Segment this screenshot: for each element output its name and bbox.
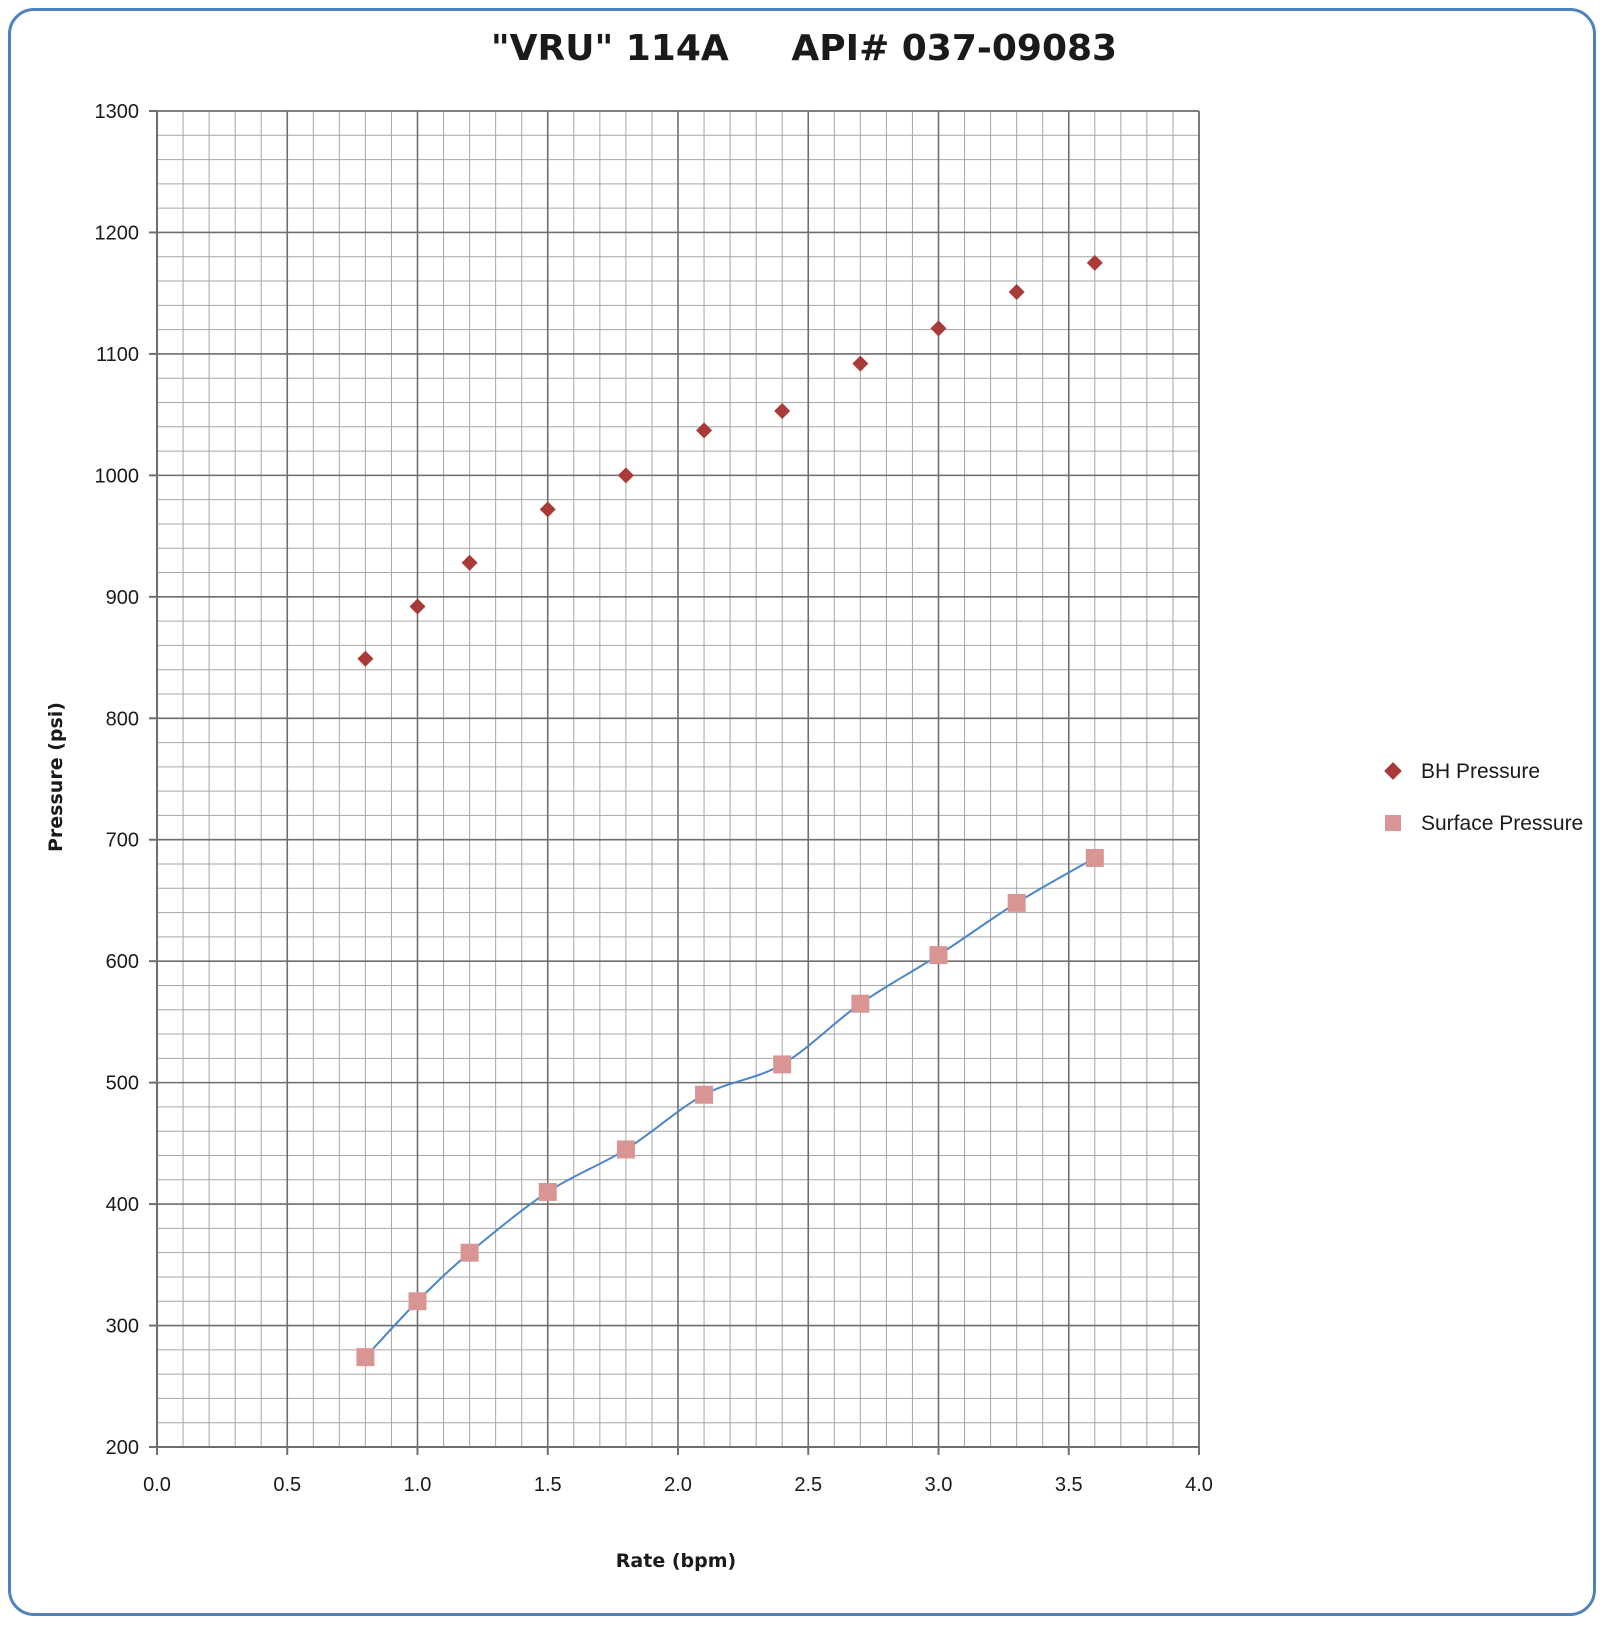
bh-pressure-point xyxy=(1008,283,1025,300)
y-tick-label: 400 xyxy=(106,1194,139,1216)
x-tick-label: 0.0 xyxy=(143,1474,171,1496)
x-tick-label: 1.5 xyxy=(534,1474,562,1496)
y-axis-label: Pressure (psi) xyxy=(45,702,67,852)
x-tick-label: 0.5 xyxy=(273,1474,301,1496)
x-tick-label: 2.0 xyxy=(664,1474,692,1496)
legend-label-bh-pressure: BH Pressure xyxy=(1421,760,1541,783)
bh-pressure-point xyxy=(461,554,478,571)
y-tick-label: 200 xyxy=(106,1437,139,1459)
y-tick-label: 800 xyxy=(106,708,139,730)
y-tick-label: 500 xyxy=(106,1073,139,1095)
bh-pressure-point xyxy=(409,598,426,615)
y-tick-label: 1300 xyxy=(95,101,140,123)
y-tick-label: 1000 xyxy=(95,465,140,487)
y-tick-label: 1100 xyxy=(96,344,139,366)
bh-pressure-point xyxy=(617,467,634,484)
bh-pressure-point xyxy=(696,422,713,439)
bh-pressure-point xyxy=(1086,254,1103,271)
chart-title: "VRU" 114A API# 037-09083 xyxy=(490,28,1118,69)
surface-pressure-point xyxy=(695,1085,714,1104)
surface-pressure-point xyxy=(460,1243,479,1262)
x-tick-labels: 0.0 0.5 1.0 1.5 2.0 2.5 3.0 3.5 4.0 xyxy=(143,1447,1213,1496)
y-tick-labels: 200 300 400 500 600 700 800 900 1000 1100 1200 1300 xyxy=(95,101,157,1459)
surface-pressure-point xyxy=(851,994,870,1013)
y-tick-label: 700 xyxy=(106,830,139,852)
y-tick-label: 300 xyxy=(106,1316,139,1338)
x-tick-label: 2.5 xyxy=(794,1474,822,1496)
legend-label-surface-pressure: Surface Pressure xyxy=(1421,812,1584,835)
x-tick-label: 3.0 xyxy=(925,1474,953,1496)
x-axis-label: Rate (bpm) xyxy=(616,1550,736,1572)
data-marks xyxy=(356,254,1104,1367)
bh-pressure-point xyxy=(774,402,791,419)
x-tick-label: 4.0 xyxy=(1185,1474,1213,1496)
bh-pressure-point xyxy=(357,650,374,667)
surface-pressure-point xyxy=(356,1348,375,1367)
y-tick-label: 600 xyxy=(106,951,139,973)
axes xyxy=(156,110,1200,1448)
chart-frame xyxy=(8,8,1596,1616)
x-tick-label: 3.5 xyxy=(1055,1474,1083,1496)
y-tick-label: 1200 xyxy=(95,222,140,244)
surface-pressure-point xyxy=(773,1055,792,1074)
surface-pressure-point xyxy=(1085,848,1104,867)
y-tick-label: 900 xyxy=(106,587,139,609)
legend-square-marker xyxy=(1385,815,1401,831)
bh-pressure-point xyxy=(539,501,556,518)
surface-pressure-point xyxy=(929,946,948,965)
surface-pressure-point xyxy=(1007,893,1026,912)
surface-pressure-point xyxy=(538,1182,557,1201)
surface-pressure-point xyxy=(616,1140,635,1159)
bh-pressure-point xyxy=(930,320,947,337)
surface-pressure-point xyxy=(408,1292,427,1311)
x-tick-label: 1.0 xyxy=(404,1474,432,1496)
bh-pressure-point xyxy=(852,355,869,372)
